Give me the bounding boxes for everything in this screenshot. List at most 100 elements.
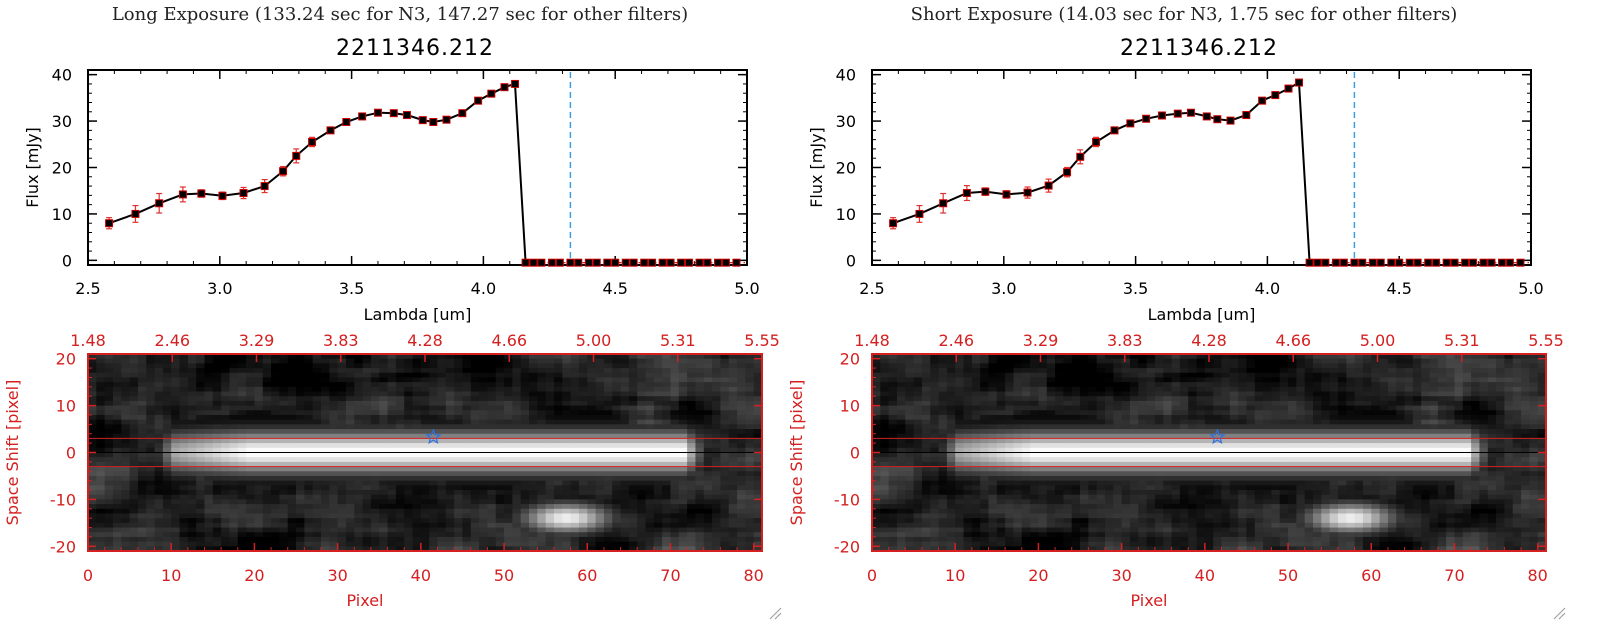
image-pixel (179, 541, 189, 547)
image-pixels (872, 354, 1547, 552)
image-pixel (628, 536, 638, 543)
image-pixel (504, 546, 513, 552)
image-pixel (395, 433, 405, 440)
resize-grip-icon[interactable] (768, 606, 782, 620)
image-pixel (387, 494, 397, 500)
image-pixel (520, 466, 530, 472)
image-pixel (312, 396, 322, 402)
image-pixel (537, 504, 547, 510)
image-pixel (88, 386, 97, 393)
image-pixel (262, 363, 272, 369)
image-pixel (345, 414, 355, 421)
image-pixel (620, 377, 630, 383)
image-pixel (1362, 377, 1372, 383)
image-pixel (287, 443, 297, 449)
image-pixel (329, 471, 339, 477)
image-pixel (162, 429, 172, 435)
image-pixel (1296, 354, 1306, 360)
image-pixel (137, 471, 147, 477)
image-pixel (287, 541, 297, 547)
image-pixel (653, 518, 663, 524)
image-pixel (229, 508, 239, 515)
image-pixel (1512, 386, 1522, 393)
image-pixel (454, 522, 464, 529)
image-pixel (587, 471, 597, 477)
image-pixel (1163, 358, 1173, 364)
image-pixel (412, 466, 422, 472)
image-pixel (921, 377, 931, 383)
image-pixel (279, 382, 289, 388)
image-pixel (913, 382, 923, 388)
image-pixel (345, 480, 355, 486)
image-pixel (520, 457, 530, 463)
image-pixel (712, 546, 721, 552)
image-pixel (753, 377, 763, 383)
image-pixel (545, 522, 555, 529)
image-pixel (212, 485, 222, 491)
image-pixel (287, 438, 297, 444)
image-pixel (678, 457, 688, 463)
image-pixel (279, 368, 289, 374)
image-pixel (988, 396, 998, 402)
image-pixel (1537, 358, 1547, 364)
image-pixel (678, 396, 688, 402)
image-pixel (271, 494, 280, 500)
image-pixel (1071, 377, 1081, 383)
data-point (1023, 188, 1032, 197)
image-pixel (470, 382, 480, 388)
image-pixel (578, 429, 588, 435)
image-pixel (129, 410, 139, 416)
image-pixel (104, 522, 114, 529)
image-pixel (204, 471, 214, 477)
image-pixel (462, 536, 472, 543)
image-pixel (587, 377, 597, 383)
image-pixel (262, 368, 272, 374)
image-pixel (320, 527, 330, 533)
image-pixel (354, 499, 364, 505)
image-pixel (504, 405, 513, 411)
image-pixel (146, 480, 156, 486)
image-pixel (445, 372, 455, 379)
image-pixel (1096, 400, 1106, 407)
image-pixel (146, 490, 156, 496)
image-pixel (437, 433, 447, 440)
image-pixel (578, 386, 588, 393)
image-pixel (753, 480, 763, 486)
image-pixel (320, 358, 330, 364)
image-pixel (412, 513, 422, 519)
image-pixel (479, 400, 489, 407)
data-point (939, 199, 948, 208)
image-pixel (129, 532, 139, 538)
image-pixel (179, 532, 189, 538)
image-pixel (562, 414, 572, 421)
image-pixel (703, 527, 713, 533)
image-pixel (296, 494, 305, 500)
image-pixel (1204, 405, 1214, 411)
image-pixel (246, 391, 256, 397)
image-pixel (146, 358, 156, 364)
image-pixel (1063, 368, 1073, 374)
image-pixel (337, 414, 347, 421)
image-pixel (1096, 372, 1106, 379)
image-pixel (254, 358, 264, 364)
image-pixel (287, 377, 297, 383)
image-pixel (88, 396, 97, 402)
image-pixel (246, 438, 256, 444)
image-pixel (162, 414, 172, 421)
image-pixel (1146, 368, 1156, 374)
image-pixel (1496, 396, 1505, 402)
image-pixel (404, 494, 414, 500)
image-pixel (279, 405, 289, 411)
image-pixel (445, 443, 455, 449)
image-pixel (1038, 363, 1048, 369)
image-pixel (612, 400, 622, 407)
image-pixel (1329, 372, 1339, 379)
image-pixel (1163, 377, 1173, 383)
image-pixel (304, 414, 314, 421)
image-pixel (1213, 377, 1223, 383)
image-pixel (287, 518, 297, 524)
image-pixel (896, 391, 906, 397)
image-pixel (1096, 363, 1106, 369)
image-pixel (370, 536, 380, 543)
data-point-nodata (1469, 258, 1478, 267)
